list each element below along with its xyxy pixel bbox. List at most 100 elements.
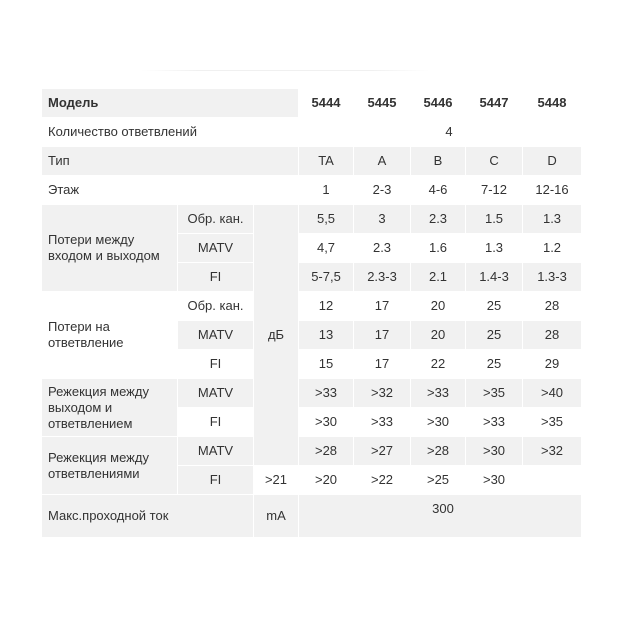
- cell-value: >33: [354, 408, 412, 437]
- cell-value: >30: [466, 466, 524, 495]
- cell-value: 17: [354, 350, 412, 379]
- cell-value: >28: [299, 437, 355, 466]
- cell-value: >27: [354, 437, 412, 466]
- cell-value: 20: [411, 321, 467, 350]
- cell-value: 5-7,5: [299, 263, 355, 292]
- table-row: FI >30 >33 >30 >33 >35: [42, 408, 583, 437]
- sub-label: Обр. кан.: [178, 205, 254, 234]
- floor-value: 1: [299, 176, 355, 205]
- rejection-out-tap-label: Режекция между выходом и ответвлением: [42, 379, 178, 437]
- cell-value: 1.5: [466, 205, 524, 234]
- sub-label: Обр. кан.: [178, 292, 254, 321]
- model-5448: 5448: [523, 89, 583, 118]
- cell-value: 1.3: [523, 205, 583, 234]
- cell-value: 17: [354, 292, 412, 321]
- faint-divider: [140, 70, 430, 71]
- cell-value: 12: [299, 292, 355, 321]
- cell-value: 28: [523, 292, 583, 321]
- cell-value: >33: [299, 379, 355, 408]
- table-row: FI 5-7,5 2.3-3 2.1 1.4-3 1.3-3: [42, 263, 583, 292]
- table-row: Режекция между выходом и ответвлением MA…: [42, 379, 583, 437]
- type-value: D: [523, 147, 583, 176]
- cell-value: >33: [466, 408, 524, 437]
- cell-value: >21: [254, 466, 300, 495]
- cell-value: 13: [299, 321, 355, 350]
- rejection-taps-label: Режекция между ответвлениями: [42, 437, 178, 495]
- cell-value: 2.3: [354, 234, 412, 263]
- cell-value: 25: [466, 292, 524, 321]
- model-5446: 5446: [411, 89, 467, 118]
- cell-value: >28: [411, 437, 467, 466]
- cell-value: 28: [523, 321, 583, 350]
- cell-value: >22: [354, 466, 412, 495]
- unit-db: дБ: [254, 205, 300, 466]
- cell-value: >30: [299, 408, 355, 437]
- cell-value: >32: [523, 437, 583, 466]
- taps-value: 4: [299, 118, 583, 147]
- cell-value: 1.3-3: [523, 263, 583, 292]
- cell-value: 29: [523, 350, 583, 379]
- table-row: Режекция между ответвлениями MATV >28 >2…: [42, 437, 583, 495]
- cell-value: >30: [466, 437, 524, 466]
- cell-value: >25: [411, 466, 467, 495]
- sub-label: FI: [178, 466, 254, 495]
- table-row: Потери на ответвление Обр. кан. 12 17 20…: [42, 292, 583, 379]
- sub-label: FI: [178, 263, 254, 292]
- cell-value: 2.3-3: [354, 263, 412, 292]
- max-current-value: 300: [299, 495, 583, 538]
- cell-value: >33: [411, 379, 467, 408]
- cell-value: >20: [299, 466, 355, 495]
- cell-value: 5,5: [299, 205, 355, 234]
- sub-label: MATV: [178, 321, 254, 350]
- spec-table: Модель 5444 5445 5446 5447 5448 Количест…: [42, 89, 583, 538]
- floor-value: 7-12: [466, 176, 524, 205]
- tap-loss-label: Потери на ответвление: [42, 292, 178, 379]
- cell-value: >35: [523, 408, 583, 437]
- sub-label: FI: [178, 350, 254, 379]
- cell-value: 22: [411, 350, 467, 379]
- unit-db-label: дБ: [267, 327, 285, 342]
- floor-value: 2-3: [354, 176, 412, 205]
- model-5444: 5444: [299, 89, 355, 118]
- type-label: Тип: [42, 147, 300, 176]
- type-value: C: [466, 147, 524, 176]
- sub-label: MATV: [178, 379, 254, 408]
- cell-value: >32: [354, 379, 412, 408]
- type-value: B: [411, 147, 467, 176]
- cell-value: 1.2: [523, 234, 583, 263]
- table-row: FI 15 17 22 25 29: [42, 350, 583, 379]
- cell-value: >30: [411, 408, 467, 437]
- max-current-unit: mA: [254, 495, 300, 538]
- cell-value: 2.3: [411, 205, 467, 234]
- model-5447: 5447: [466, 89, 524, 118]
- table-row-taps: Количество ответвлений 4: [42, 118, 583, 147]
- taps-label: Количество ответвлений: [42, 118, 300, 147]
- table-row-type: Тип TA A B C D: [42, 147, 583, 176]
- table-row-floor: Этаж 1 2-3 4-6 7-12 12-16: [42, 176, 583, 205]
- type-value: TA: [299, 147, 355, 176]
- model-5445: 5445: [354, 89, 412, 118]
- insertion-loss-label: Потери между входом и выходом: [42, 205, 178, 292]
- cell-value: 3: [354, 205, 412, 234]
- table-row: MATV 4,7 2.3 1.6 1.3 1.2: [42, 234, 583, 263]
- cell-value: 25: [466, 321, 524, 350]
- cell-value: 1.3: [466, 234, 524, 263]
- model-label: Модель: [42, 89, 300, 118]
- table-row: FI >21 >20 >22 >25 >30: [42, 466, 582, 495]
- cell-value: 20: [411, 292, 467, 321]
- sub-label: MATV: [178, 437, 254, 466]
- cell-value: 25: [466, 350, 524, 379]
- cell-value: >40: [523, 379, 583, 408]
- sub-label: MATV: [178, 234, 254, 263]
- table-row: MATV 13 17 20 25 28: [42, 321, 583, 350]
- table-row-max-current: Макс.проходной ток mA 300: [42, 495, 583, 538]
- table-row-model: Модель 5444 5445 5446 5447 5448: [42, 89, 583, 118]
- floor-value: 4-6: [411, 176, 467, 205]
- cell-value: 17: [354, 321, 412, 350]
- cell-value: 4,7: [299, 234, 355, 263]
- max-current-label: Макс.проходной ток: [42, 495, 254, 538]
- cell-value: 15: [299, 350, 355, 379]
- cell-value: 1.6: [411, 234, 467, 263]
- floor-value: 12-16: [523, 176, 583, 205]
- sub-label: FI: [178, 408, 254, 437]
